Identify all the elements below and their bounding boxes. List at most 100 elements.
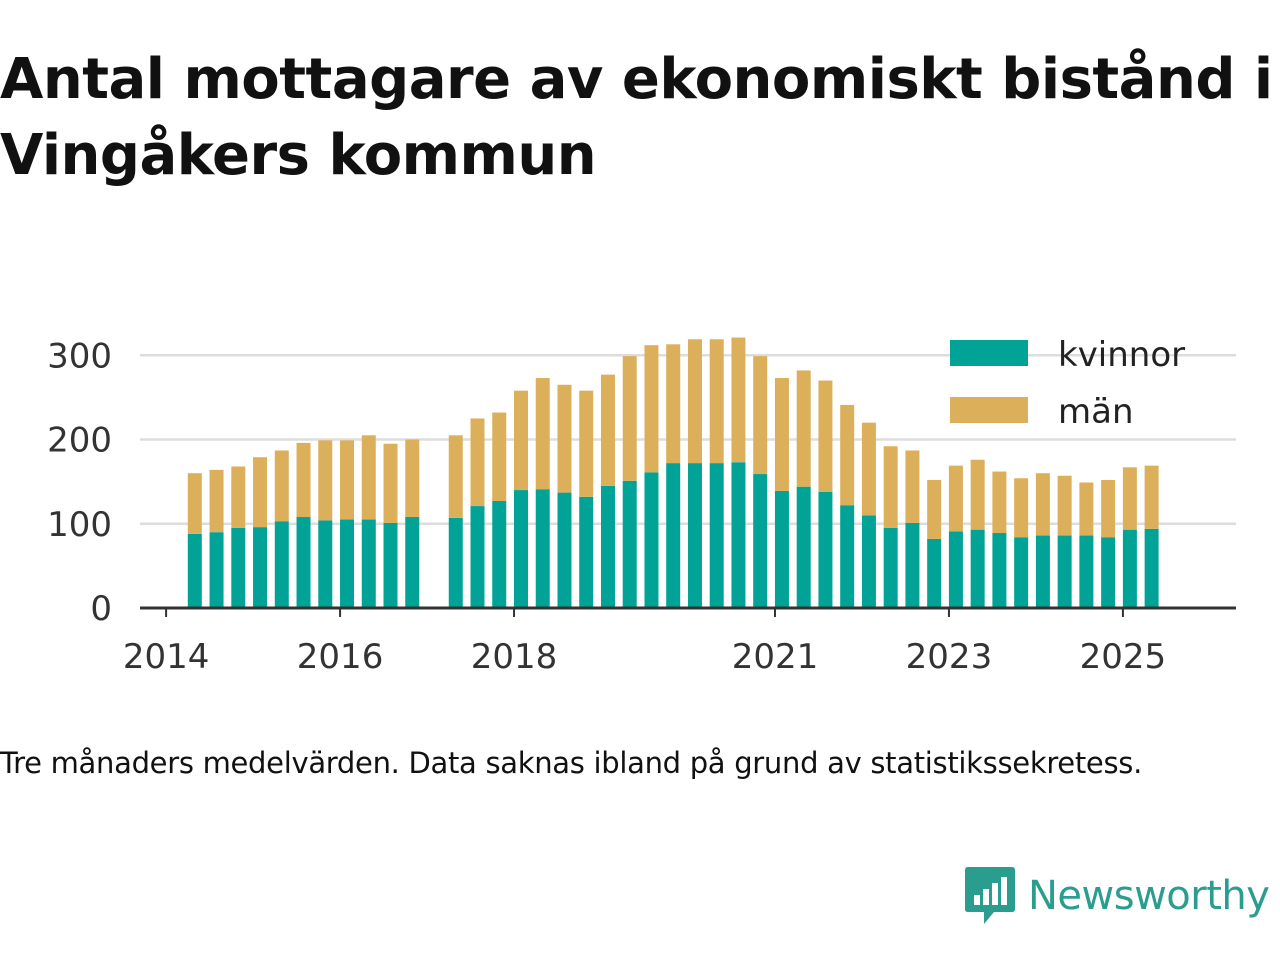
y-tick-label: 200	[47, 421, 112, 461]
bar-man	[948, 465, 963, 532]
bar-man	[1079, 482, 1094, 536]
bar-kvinnor	[1014, 537, 1029, 608]
bar-man	[644, 345, 659, 473]
bar-man	[970, 459, 985, 530]
bar-man	[579, 390, 594, 497]
y-tick-label: 100	[47, 505, 112, 545]
bar-kvinnor	[557, 492, 572, 608]
bar-man	[231, 466, 246, 528]
bar-man	[253, 457, 268, 528]
bar-kvinnor	[383, 522, 398, 608]
bar-kvinnor	[796, 486, 811, 608]
x-tick-label: 2014	[123, 637, 210, 677]
bar-kvinnor	[1057, 535, 1072, 608]
bar-kvinnor	[992, 533, 1007, 608]
y-tick-label: 300	[47, 336, 112, 376]
bar-man	[840, 404, 855, 506]
bar-kvinnor	[731, 462, 746, 608]
bar-kvinnor	[470, 506, 485, 608]
bar-man	[1057, 475, 1072, 536]
bar-man	[296, 442, 311, 518]
bar-man	[709, 339, 724, 464]
bar-kvinnor	[513, 490, 528, 608]
bar-kvinnor	[622, 480, 637, 608]
stacked-bar-chart: 0 100 200 300 2014 2016 2018 2021 2023 2025 kvinn…	[47, 335, 1236, 677]
bars	[187, 337, 1159, 608]
bar-kvinnor	[209, 532, 224, 608]
bar-kvinnor	[687, 463, 702, 608]
bar-kvinnor	[927, 538, 942, 608]
bar-man	[774, 378, 789, 491]
bar-man	[796, 370, 811, 487]
bar-kvinnor	[709, 463, 724, 608]
bar-kvinnor	[818, 491, 833, 608]
bar-man	[883, 446, 898, 528]
bar-man	[753, 356, 768, 475]
bar-man	[535, 378, 550, 490]
axes: 0 100 200 300 2014 2016 2018 2021 2023 2025	[47, 336, 1236, 677]
bar-kvinnor	[274, 521, 289, 608]
bar-kvinnor	[840, 505, 855, 608]
bar-kvinnor	[579, 496, 594, 608]
y-tick-label: 0	[90, 589, 112, 629]
bar-man	[470, 418, 485, 507]
bar-kvinnor	[774, 490, 789, 608]
bar-man	[622, 356, 637, 481]
bar-kvinnor	[1079, 535, 1094, 608]
bar-man	[1035, 473, 1050, 536]
bar-man	[513, 390, 528, 491]
bar-kvinnor	[340, 519, 355, 608]
newsworthy-logo: Newsworthy	[964, 864, 1270, 928]
bar-man	[818, 380, 833, 492]
newsworthy-logo-text: Newsworthy	[1028, 873, 1270, 919]
x-tick-label: 2018	[471, 637, 558, 677]
bar-man	[927, 479, 942, 539]
bar-kvinnor	[861, 515, 876, 608]
x-tick-label: 2023	[906, 637, 993, 677]
bar-man	[405, 439, 420, 518]
bar-man	[187, 473, 202, 534]
bar-kvinnor	[1101, 537, 1116, 608]
bar-man	[492, 412, 507, 502]
bar-man	[687, 339, 702, 464]
bar-man	[340, 440, 355, 520]
bar-kvinnor	[231, 527, 246, 608]
bar-man	[1014, 478, 1029, 538]
bar-kvinnor	[405, 517, 420, 608]
bar-man	[383, 443, 398, 523]
bar-man	[861, 422, 876, 516]
bar-kvinnor	[600, 485, 615, 608]
bar-man	[600, 374, 615, 486]
bar-man	[209, 469, 224, 533]
bar-kvinnor	[1144, 528, 1159, 608]
bar-man	[1122, 467, 1137, 530]
bar-kvinnor	[448, 517, 463, 608]
bar-man	[1101, 479, 1116, 538]
legend-label-man: män	[1058, 392, 1134, 432]
legend-swatch-man	[950, 397, 1028, 423]
bar-kvinnor	[883, 527, 898, 608]
bar-kvinnor	[318, 520, 333, 608]
bar-man	[274, 450, 289, 522]
bar-man	[448, 435, 463, 518]
bar-kvinnor	[1122, 529, 1137, 608]
bar-kvinnor	[753, 474, 768, 608]
bar-man	[666, 344, 681, 464]
bar-man	[361, 435, 376, 520]
bar-kvinnor	[1035, 535, 1050, 608]
legend-swatch-kvinnor	[950, 340, 1028, 366]
bar-kvinnor	[644, 472, 659, 608]
bar-kvinnor	[296, 517, 311, 608]
legend-label-kvinnor: kvinnor	[1058, 335, 1185, 375]
x-tick-label: 2016	[297, 637, 384, 677]
bar-kvinnor	[535, 489, 550, 608]
x-tick-label: 2025	[1080, 637, 1167, 677]
bar-man	[731, 337, 746, 463]
bar-kvinnor	[905, 522, 920, 608]
newsworthy-logo-icon	[965, 867, 1015, 924]
bar-kvinnor	[253, 527, 268, 608]
bar-man	[905, 450, 920, 523]
bar-kvinnor	[948, 531, 963, 608]
bar-kvinnor	[666, 463, 681, 608]
chart-title: Antal mottagare av ekonomiskt bistånd i …	[0, 47, 1273, 188]
